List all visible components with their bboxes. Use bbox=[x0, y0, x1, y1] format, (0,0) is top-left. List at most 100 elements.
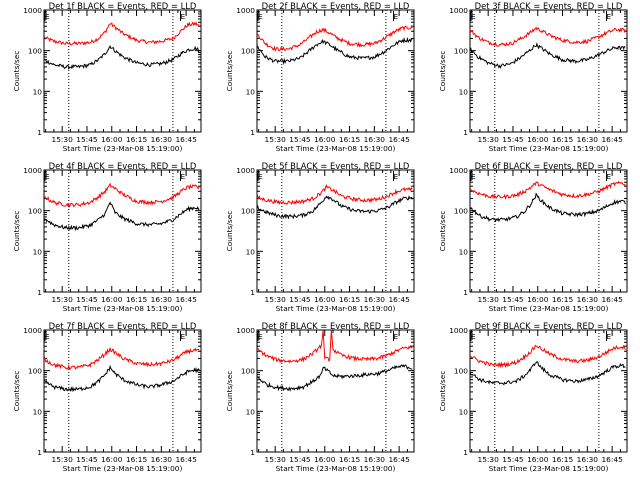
y-axis-label: Counts/sec bbox=[438, 371, 447, 412]
marker-label: E bbox=[181, 12, 186, 21]
x-tick-label: 16:15 bbox=[552, 295, 574, 304]
events-rate-line bbox=[257, 195, 413, 220]
x-tick-label: 15:30 bbox=[265, 455, 287, 464]
panel-title: Det 3f BLACK = Events, RED = LLD bbox=[475, 1, 623, 11]
x-tick-label: 15:30 bbox=[52, 295, 74, 304]
y-tick-label: 10 bbox=[459, 247, 469, 256]
x-axis-label: Start Time (23-Mar-08 15:19:00) bbox=[63, 144, 183, 153]
detector-panel-5: Det 5f BLACK = Events, RED = LLD 1 10 100 10… bbox=[225, 161, 415, 313]
plot-frame bbox=[469, 9, 628, 133]
y-tick-label: 1000 bbox=[236, 326, 255, 335]
x-tick-label: 16:00 bbox=[101, 295, 123, 304]
y-tick-label: 10 bbox=[33, 247, 43, 256]
y-tick-label: 1 bbox=[250, 448, 255, 457]
y-tick-label: 1 bbox=[250, 288, 255, 297]
x-tick-label: 16:00 bbox=[314, 135, 336, 144]
lld-rate-line bbox=[44, 182, 200, 209]
y-tick-label: 1 bbox=[250, 128, 255, 137]
y-tick-label: 10 bbox=[459, 87, 469, 96]
x-tick-label: 16:30 bbox=[364, 135, 386, 144]
x-tick-label: 15:30 bbox=[52, 135, 74, 144]
detector-panel-2: Det 2f BLACK = Events, RED = LLD 1 10 100 10… bbox=[225, 1, 415, 153]
x-tick-label: 16:00 bbox=[314, 455, 336, 464]
x-tick-label: 15:45 bbox=[289, 135, 311, 144]
plot-frame bbox=[43, 9, 202, 133]
x-tick-label: 16:45 bbox=[175, 455, 197, 464]
y-tick-label: 1 bbox=[463, 288, 468, 297]
x-tick-label: 16:45 bbox=[388, 455, 410, 464]
x-tick-label: 16:45 bbox=[175, 295, 197, 304]
x-tick-label: 15:30 bbox=[52, 455, 74, 464]
lld-rate-line bbox=[257, 330, 413, 364]
detector-panel-4: Det 4f BLACK = Events, RED = LLD 1 10 100 10… bbox=[12, 161, 202, 313]
x-axis-label: Start Time (23-Mar-08 15:19:00) bbox=[489, 144, 609, 153]
plot-frame bbox=[43, 169, 202, 293]
lld-rate-line bbox=[44, 347, 200, 370]
x-tick-label: 16:45 bbox=[601, 455, 623, 464]
marker-label: E bbox=[258, 172, 263, 181]
y-tick-label: 1 bbox=[37, 128, 42, 137]
x-tick-label: 15:30 bbox=[265, 135, 287, 144]
events-rate-line bbox=[470, 42, 626, 69]
plot-frame bbox=[256, 9, 415, 133]
marker-label: E bbox=[258, 12, 263, 21]
x-axis-label: Start Time (23-Mar-08 15:19:00) bbox=[63, 464, 183, 473]
x-axis-label: Start Time (23-Mar-08 15:19:00) bbox=[63, 304, 183, 313]
x-tick-label: 16:30 bbox=[577, 455, 599, 464]
x-tick-label: 16:45 bbox=[175, 135, 197, 144]
lld-rate-line bbox=[470, 344, 626, 369]
y-axis-label: Counts/sec bbox=[12, 371, 21, 412]
y-axis-label: Counts/sec bbox=[225, 211, 234, 252]
x-tick-label: 16:00 bbox=[527, 455, 549, 464]
marker-label: E bbox=[45, 12, 50, 21]
x-tick-label: 16:30 bbox=[151, 135, 173, 144]
plot-frame bbox=[469, 329, 628, 453]
x-tick-label: 15:45 bbox=[76, 455, 98, 464]
x-tick-label: 16:15 bbox=[126, 295, 148, 304]
detector-panel-7: Det 7f BLACK = Events, RED = LLD 1 10 100 10… bbox=[12, 321, 202, 473]
y-tick-label: 10 bbox=[33, 87, 43, 96]
y-tick-label: 100 bbox=[241, 207, 255, 216]
x-tick-label: 16:45 bbox=[388, 135, 410, 144]
marker-label: E bbox=[181, 172, 186, 181]
x-tick-label: 16:15 bbox=[339, 295, 361, 304]
y-tick-label: 100 bbox=[454, 47, 468, 56]
events-rate-line bbox=[470, 192, 626, 223]
x-axis-label: Start Time (23-Mar-08 15:19:00) bbox=[489, 304, 609, 313]
y-tick-label: 100 bbox=[454, 367, 468, 376]
detector-panel-9: Det 9f BLACK = Events, RED = LLD 1 10 100 10… bbox=[438, 321, 628, 473]
y-tick-label: 1 bbox=[37, 448, 42, 457]
marker-label: E bbox=[181, 332, 186, 341]
panel-title: Det 1f BLACK = Events, RED = LLD bbox=[49, 1, 197, 11]
y-tick-label: 1000 bbox=[236, 166, 255, 175]
y-axis-label: Counts/sec bbox=[225, 51, 234, 92]
lld-rate-line bbox=[257, 25, 413, 52]
y-tick-label: 100 bbox=[28, 207, 42, 216]
events-rate-line bbox=[257, 36, 413, 65]
lld-rate-line bbox=[470, 180, 626, 201]
y-tick-label: 100 bbox=[241, 47, 255, 56]
y-tick-label: 100 bbox=[28, 47, 42, 56]
marker-label: E bbox=[471, 12, 476, 21]
marker-label: E bbox=[45, 332, 50, 341]
x-tick-label: 16:15 bbox=[552, 455, 574, 464]
plot-frame bbox=[43, 329, 202, 453]
x-tick-label: 16:30 bbox=[364, 455, 386, 464]
marker-label: E bbox=[258, 332, 263, 341]
x-tick-label: 16:15 bbox=[339, 135, 361, 144]
x-tick-label: 16:30 bbox=[577, 135, 599, 144]
x-tick-label: 16:00 bbox=[101, 135, 123, 144]
y-tick-label: 1 bbox=[463, 448, 468, 457]
x-tick-label: 16:00 bbox=[527, 135, 549, 144]
events-rate-line bbox=[44, 364, 200, 393]
marker-label: E bbox=[394, 332, 399, 341]
panel-title: Det 5f BLACK = Events, RED = LLD bbox=[262, 161, 410, 171]
x-axis-label: Start Time (23-Mar-08 15:19:00) bbox=[276, 144, 396, 153]
y-tick-label: 1 bbox=[37, 288, 42, 297]
x-axis-label: Start Time (23-Mar-08 15:19:00) bbox=[276, 304, 396, 313]
x-tick-label: 16:00 bbox=[101, 455, 123, 464]
x-tick-label: 16:15 bbox=[339, 455, 361, 464]
y-tick-label: 100 bbox=[241, 367, 255, 376]
y-tick-label: 1000 bbox=[23, 6, 42, 15]
